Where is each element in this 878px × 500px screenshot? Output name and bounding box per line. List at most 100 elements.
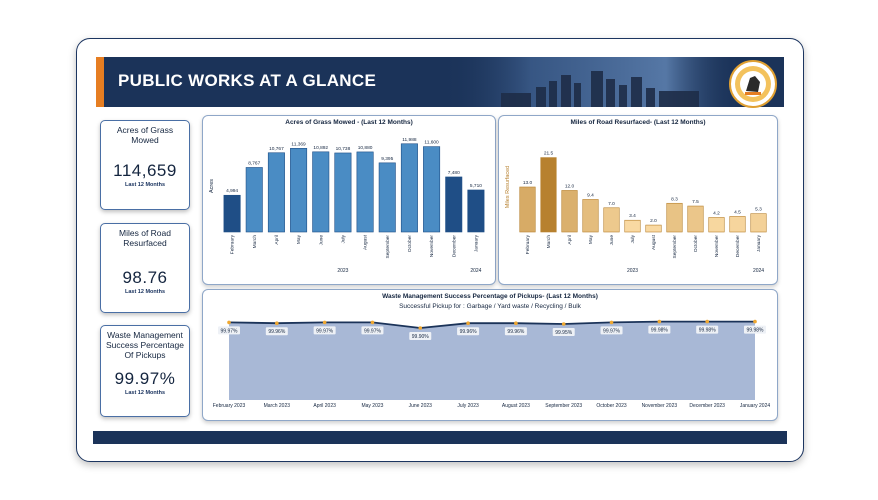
data-label: 99.97% — [603, 328, 621, 334]
footer-bar — [93, 431, 787, 444]
data-point — [466, 321, 470, 325]
bar — [603, 207, 620, 233]
year-label: 2024 — [753, 268, 764, 274]
x-tick-label: June — [609, 235, 615, 246]
data-label-bg — [648, 325, 671, 334]
kpi-title: Miles of Road Resurfaced — [119, 228, 171, 248]
waste-chart-panel: Waste Management Success Percentage of P… — [202, 289, 778, 421]
data-label: 99.90% — [412, 334, 430, 340]
data-label: 11,369 — [291, 141, 306, 147]
x-tick-label: November — [429, 235, 435, 258]
chart-title: Waste Management Success Percentage of P… — [382, 293, 598, 300]
x-tick-label: March — [546, 235, 552, 249]
city-skyline-image — [441, 57, 741, 107]
x-tick-label: November — [714, 235, 720, 258]
data-label: 8,767 — [248, 160, 260, 166]
data-label-bg — [265, 327, 288, 336]
data-label-bg — [600, 326, 623, 335]
bar — [729, 216, 746, 233]
data-label: 4.2 — [713, 210, 720, 216]
x-tick-label: October — [693, 235, 699, 252]
data-label: 4.5 — [734, 209, 741, 215]
data-point — [609, 320, 614, 325]
x-tick-label: April — [567, 235, 573, 245]
bar — [687, 205, 704, 233]
chart-subtitle: Successful Pickup for : Garbage / Yard w… — [399, 303, 581, 310]
data-label: 99.96% — [460, 329, 478, 335]
x-tick-label: July — [340, 234, 346, 243]
x-tick-label: December — [735, 235, 741, 258]
bar — [423, 146, 441, 233]
series-line — [228, 320, 755, 329]
data-label: 7,480 — [448, 170, 460, 176]
kpi-card-waste: Waste Management Success Percentage Of P… — [100, 325, 190, 417]
data-label: 21.5 — [544, 151, 554, 157]
y-axis-label: Miles Resurfaced — [505, 166, 511, 209]
x-tick-label: August 2023 — [502, 403, 530, 409]
x-tick-label: September — [385, 235, 391, 259]
x-tick-label: September 2023 — [545, 403, 582, 409]
year-label: 2023 — [337, 268, 348, 274]
x-tick-label: May — [588, 234, 594, 244]
x-tick-label: September — [672, 235, 678, 259]
x-tick-label: December — [451, 235, 457, 258]
data-label: 99.97% — [221, 328, 239, 334]
data-point — [657, 319, 662, 324]
data-label: 2.0 — [650, 218, 657, 224]
x-tick-label: June — [318, 235, 324, 246]
bar — [312, 151, 330, 233]
kpi-card-road: Miles of Road Resurfaced 98.76 Last 12 M… — [100, 223, 190, 313]
data-label: 99.96% — [268, 329, 286, 335]
x-tick-label: November 2023 — [642, 403, 678, 409]
data-label: 11,988 — [402, 137, 417, 143]
data-label-bg — [744, 325, 766, 334]
bar — [645, 224, 662, 233]
data-label: 99.98% — [651, 328, 669, 334]
kpi-value: 99.97% — [114, 369, 176, 388]
kpi-subtitle: Last 12 Months — [124, 182, 166, 188]
data-label: 10,738 — [336, 146, 351, 152]
x-tick-label: February 2023 — [213, 403, 246, 409]
year-label: 2023 — [627, 268, 638, 274]
data-label-bg — [409, 332, 432, 340]
year-label: 2024 — [470, 268, 481, 274]
data-point — [227, 320, 231, 325]
data-label-bg — [218, 326, 240, 335]
x-tick-label: February — [230, 234, 236, 254]
bar — [582, 199, 599, 233]
x-tick-label: April — [274, 235, 280, 245]
x-tick-label: January — [473, 234, 479, 252]
bar — [624, 219, 641, 233]
kpi-subtitle: Last 12 Months — [124, 390, 166, 396]
kpi-title: Waste Management Success Percentage Of P… — [106, 330, 184, 360]
header-banner: PUBLIC WORKS AT A GLANCE — [96, 57, 784, 107]
data-label: 9.4 — [587, 192, 594, 198]
bar — [708, 217, 725, 233]
data-label: 7.0 — [608, 201, 615, 207]
data-label: 7.5 — [692, 199, 699, 205]
x-tick-label: July — [630, 234, 636, 243]
data-label: 5,710 — [470, 183, 482, 189]
x-tick-label: August — [363, 234, 369, 250]
data-label-bg — [552, 328, 575, 336]
data-label-bg — [313, 326, 336, 335]
data-label: 8.3 — [671, 196, 678, 202]
data-label: 99.97% — [364, 328, 382, 334]
y-axis-label: Acres — [209, 179, 215, 193]
bar — [467, 189, 485, 233]
x-tick-label: January 2024 — [740, 403, 771, 409]
data-label-bg — [504, 327, 527, 336]
data-label: 9,395 — [381, 156, 393, 162]
data-label: 13.0 — [523, 180, 533, 186]
bar — [290, 148, 308, 233]
bar — [445, 176, 463, 233]
kpi-subtitle: Last 12 Months — [124, 289, 166, 295]
data-label-bg — [696, 325, 719, 334]
kpi-card-grass: Acres of Grass Mowed 114,659 Last 12 Mon… — [100, 120, 190, 210]
kpi-value: 98.76 — [122, 268, 168, 287]
data-point — [418, 326, 423, 330]
data-label: 10,880 — [358, 145, 373, 151]
city-seal-logo — [729, 60, 777, 108]
x-tick-label: December 2023 — [689, 403, 725, 409]
data-label: 99.98% — [699, 328, 717, 334]
